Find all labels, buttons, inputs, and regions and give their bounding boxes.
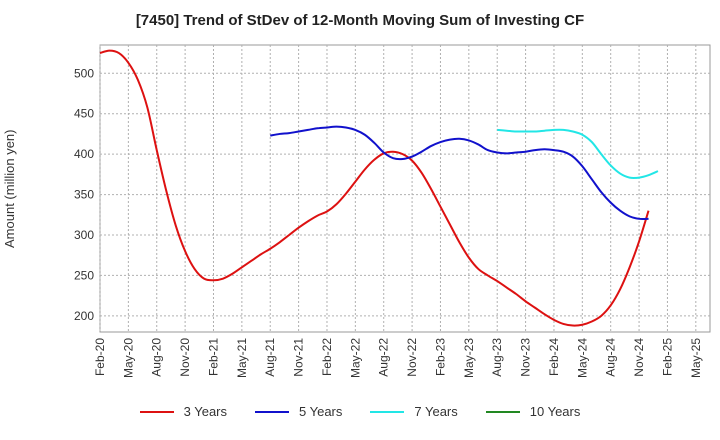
- chart-plot: 200 250 300 350 400 450 500 Feb-20 May-20 Aug-20…: [74, 44, 711, 378]
- legend-swatch-7-years: [370, 410, 405, 413]
- y-tick-labels: 200 250 300 350 400 450 500: [74, 66, 94, 323]
- x-tick-label: Nov-21: [292, 338, 306, 377]
- x-tick-label: May-25: [689, 338, 703, 378]
- chart-title: [7450] Trend of StDev of 12-Month Moving…: [135, 12, 585, 29]
- x-tick-label: Aug-20: [150, 338, 164, 377]
- series-line-7-years: [497, 128, 659, 179]
- y-tick-label: 300: [74, 228, 94, 242]
- x-tick-label: Aug-22: [377, 338, 391, 377]
- series-lines: [99, 49, 659, 327]
- legend-swatch-10-years: [485, 410, 520, 413]
- legend-label-7-years: 7 Years: [414, 404, 458, 419]
- y-tick-label: 450: [74, 107, 94, 121]
- y-tick-label: 350: [74, 188, 94, 202]
- grid-lines: [99, 45, 710, 332]
- x-tick-label: Aug-21: [263, 338, 277, 377]
- legend-item-7-years: 7 Years: [370, 404, 458, 419]
- x-tick-label: Feb-22: [320, 338, 334, 376]
- legend-label-10-years: 10 Years: [529, 404, 581, 419]
- legend-item-5-years: 5 Years: [255, 404, 342, 419]
- x-tick-label: Aug-24: [604, 338, 618, 377]
- x-tick-label: Feb-25: [660, 338, 674, 376]
- x-tick-label: May-20: [121, 338, 135, 378]
- legend-swatch-3-years: [139, 410, 174, 413]
- plot-area: [99, 44, 711, 333]
- x-tick-label: Nov-22: [405, 338, 419, 377]
- x-tick-label: May-23: [462, 338, 476, 378]
- x-tick-label: May-24: [575, 338, 589, 378]
- x-tick-label: Feb-23: [433, 338, 447, 376]
- x-tick-label: Feb-20: [93, 338, 107, 376]
- x-tick-label: Feb-21: [206, 338, 220, 376]
- y-tick-label: 400: [74, 147, 94, 161]
- legend-label-5-years: 5 Years: [299, 404, 343, 419]
- x-tick-label: Feb-24: [547, 338, 561, 376]
- legend-item-3-years: 3 Years: [139, 404, 227, 419]
- x-tick-label: Nov-20: [178, 338, 192, 377]
- series-line-5-years: [270, 125, 649, 220]
- y-tick-label: 200: [74, 309, 94, 323]
- x-tick-label: May-21: [235, 338, 249, 378]
- legend: 3 Years 5 Years 7 Years 10 Years: [0, 404, 720, 419]
- x-tick-label: May-22: [348, 338, 362, 378]
- legend-label-3-years: 3 Years: [183, 404, 227, 419]
- legend-item-10-years: 10 Years: [485, 404, 581, 419]
- x-tick-label: Aug-23: [490, 338, 504, 377]
- x-tick-label: Nov-24: [632, 338, 646, 377]
- x-tick-labels: Feb-20 May-20 Aug-20 Nov-20 Feb-21 May-21 Aug-…: [93, 338, 703, 378]
- legend-swatch-5-years: [255, 410, 289, 413]
- y-tick-label: 500: [74, 66, 94, 80]
- series-line-3-years: [99, 49, 650, 327]
- x-tick-label: Nov-23: [519, 338, 533, 377]
- y-tick-label: 250: [74, 268, 94, 282]
